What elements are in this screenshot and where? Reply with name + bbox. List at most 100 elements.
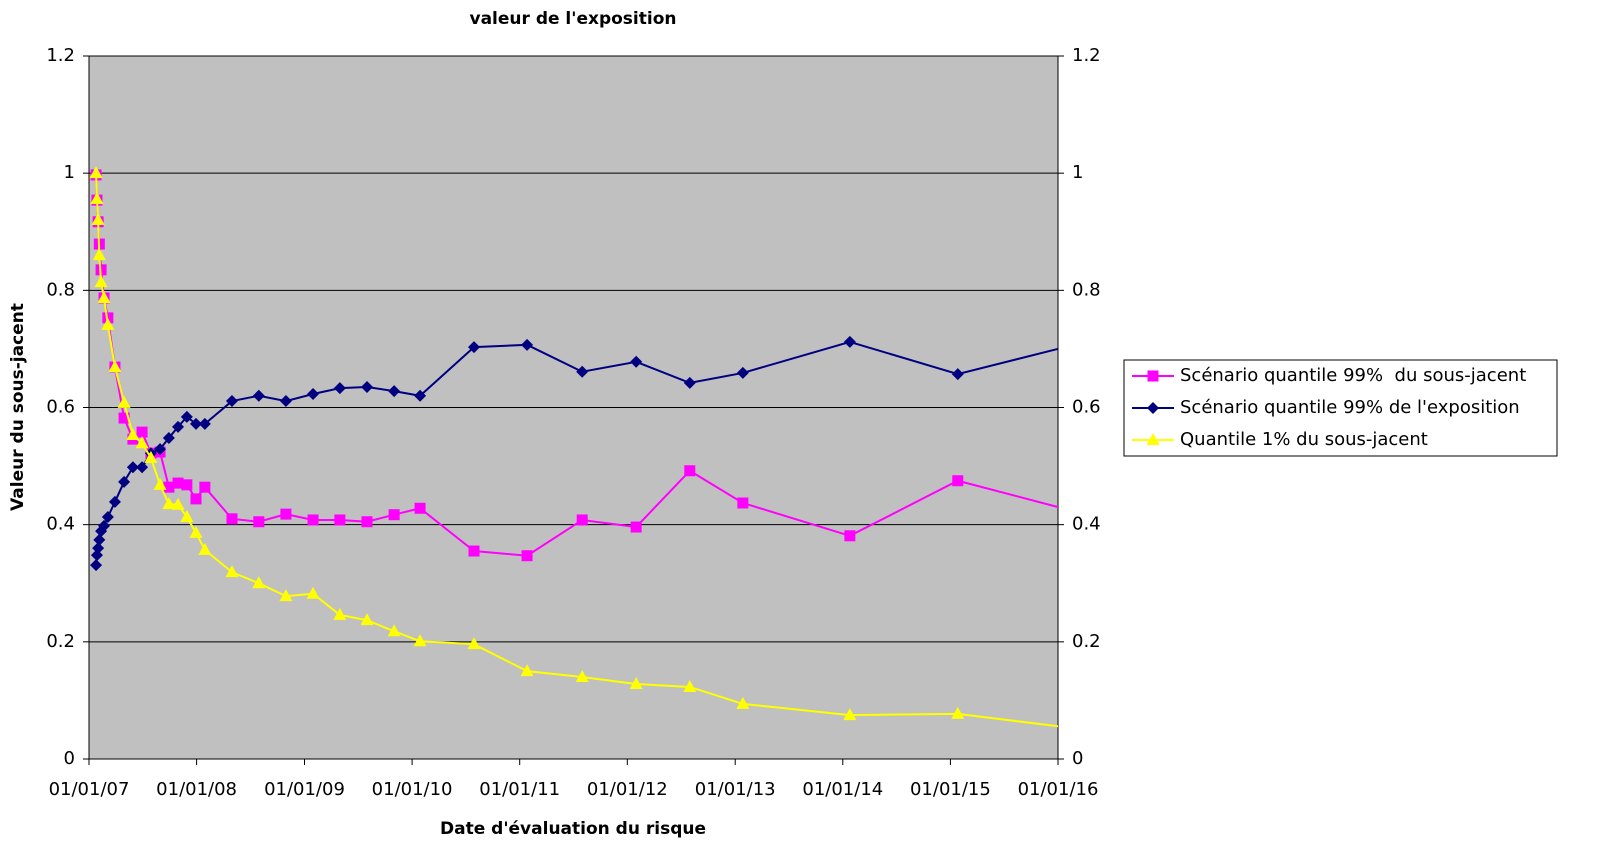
marker xyxy=(1146,433,1160,445)
marker xyxy=(387,624,401,637)
legend-label: Quantile 1% du sous-jacent xyxy=(1180,429,1428,450)
marker xyxy=(629,677,643,690)
marker xyxy=(90,191,104,204)
marker xyxy=(468,545,480,557)
marker xyxy=(252,389,265,402)
y-tick-label: 0.8 xyxy=(46,279,75,300)
legend-label: Scénario quantile 99% du sous-jacent xyxy=(1180,365,1526,386)
y-tick-label: 1 xyxy=(64,162,75,183)
x-axis-label: Date d'évaluation du risque xyxy=(440,819,706,839)
marker xyxy=(225,395,238,408)
marker xyxy=(1147,402,1159,414)
marker xyxy=(575,669,589,682)
marker xyxy=(225,565,239,578)
marker xyxy=(136,426,148,438)
marker xyxy=(413,634,427,647)
marker xyxy=(126,461,139,474)
marker xyxy=(279,395,292,408)
x-tick-label: 01/01/16 xyxy=(1018,779,1099,800)
marker xyxy=(154,443,167,456)
marker xyxy=(92,542,105,555)
marker xyxy=(198,417,211,430)
marker xyxy=(630,521,642,533)
marker xyxy=(844,530,856,542)
marker xyxy=(190,493,202,505)
marker xyxy=(253,516,265,528)
y-tick-label: 0.6 xyxy=(46,397,75,418)
marker xyxy=(1147,370,1159,382)
marker xyxy=(683,376,696,389)
marker xyxy=(118,412,130,424)
y-tick-label: 1.2 xyxy=(46,45,75,66)
marker xyxy=(190,417,203,430)
marker xyxy=(307,514,319,526)
marker xyxy=(468,341,481,354)
marker xyxy=(630,355,643,368)
marker xyxy=(307,388,320,401)
marker xyxy=(737,497,749,509)
marker xyxy=(171,497,185,510)
marker xyxy=(162,431,175,444)
marker xyxy=(97,290,111,303)
marker xyxy=(136,461,149,474)
marker xyxy=(521,338,534,351)
marker xyxy=(181,479,193,491)
marker xyxy=(108,495,121,508)
marker xyxy=(144,450,158,463)
marker xyxy=(360,613,374,626)
x-tick-label: 01/01/07 xyxy=(49,779,130,800)
y-tick-label: 0 xyxy=(64,748,75,769)
y2-tick-label: 0.4 xyxy=(1072,514,1101,535)
y2-tick-label: 0.8 xyxy=(1072,279,1101,300)
y-tick-label: 0.4 xyxy=(46,514,75,535)
marker xyxy=(521,550,533,562)
marker xyxy=(1062,504,1073,515)
marker xyxy=(162,497,176,510)
x-tick-label: 01/01/09 xyxy=(264,779,345,800)
marker xyxy=(172,420,185,433)
x-tick-label: 01/01/14 xyxy=(802,779,883,800)
marker xyxy=(98,519,111,532)
marker xyxy=(153,477,167,490)
marker xyxy=(360,380,373,393)
marker xyxy=(361,516,373,528)
marker xyxy=(117,395,131,408)
y2-tick-label: 0 xyxy=(1072,748,1083,769)
marker xyxy=(90,559,103,572)
marker xyxy=(1061,341,1073,353)
marker xyxy=(333,382,346,395)
marker xyxy=(333,607,347,620)
marker xyxy=(108,360,122,373)
marker xyxy=(126,428,140,441)
marker xyxy=(189,525,203,538)
marker xyxy=(388,385,401,398)
legend-label: Scénario quantile 99% de l'exposition xyxy=(1180,397,1520,418)
plot-series xyxy=(89,166,1074,732)
marker xyxy=(101,317,115,330)
marker xyxy=(1061,720,1074,732)
marker xyxy=(736,366,749,379)
marker xyxy=(199,481,211,493)
marker xyxy=(388,509,400,521)
marker xyxy=(135,436,149,449)
marker xyxy=(226,513,238,525)
marker xyxy=(198,542,212,555)
marker xyxy=(414,389,427,402)
marker xyxy=(951,706,965,719)
marker xyxy=(736,696,750,709)
marker xyxy=(94,275,108,288)
marker xyxy=(93,533,106,546)
x-tick-label: 01/01/10 xyxy=(372,779,453,800)
marker xyxy=(952,475,964,487)
marker xyxy=(951,368,964,381)
marker xyxy=(280,508,292,520)
marker xyxy=(683,679,697,692)
x-tick-label: 01/01/08 xyxy=(156,779,237,800)
y2-tick-label: 1.2 xyxy=(1072,45,1101,66)
marker xyxy=(684,465,696,477)
marker xyxy=(414,502,426,514)
marker xyxy=(576,365,589,378)
x-tick-label: 01/01/13 xyxy=(695,779,776,800)
